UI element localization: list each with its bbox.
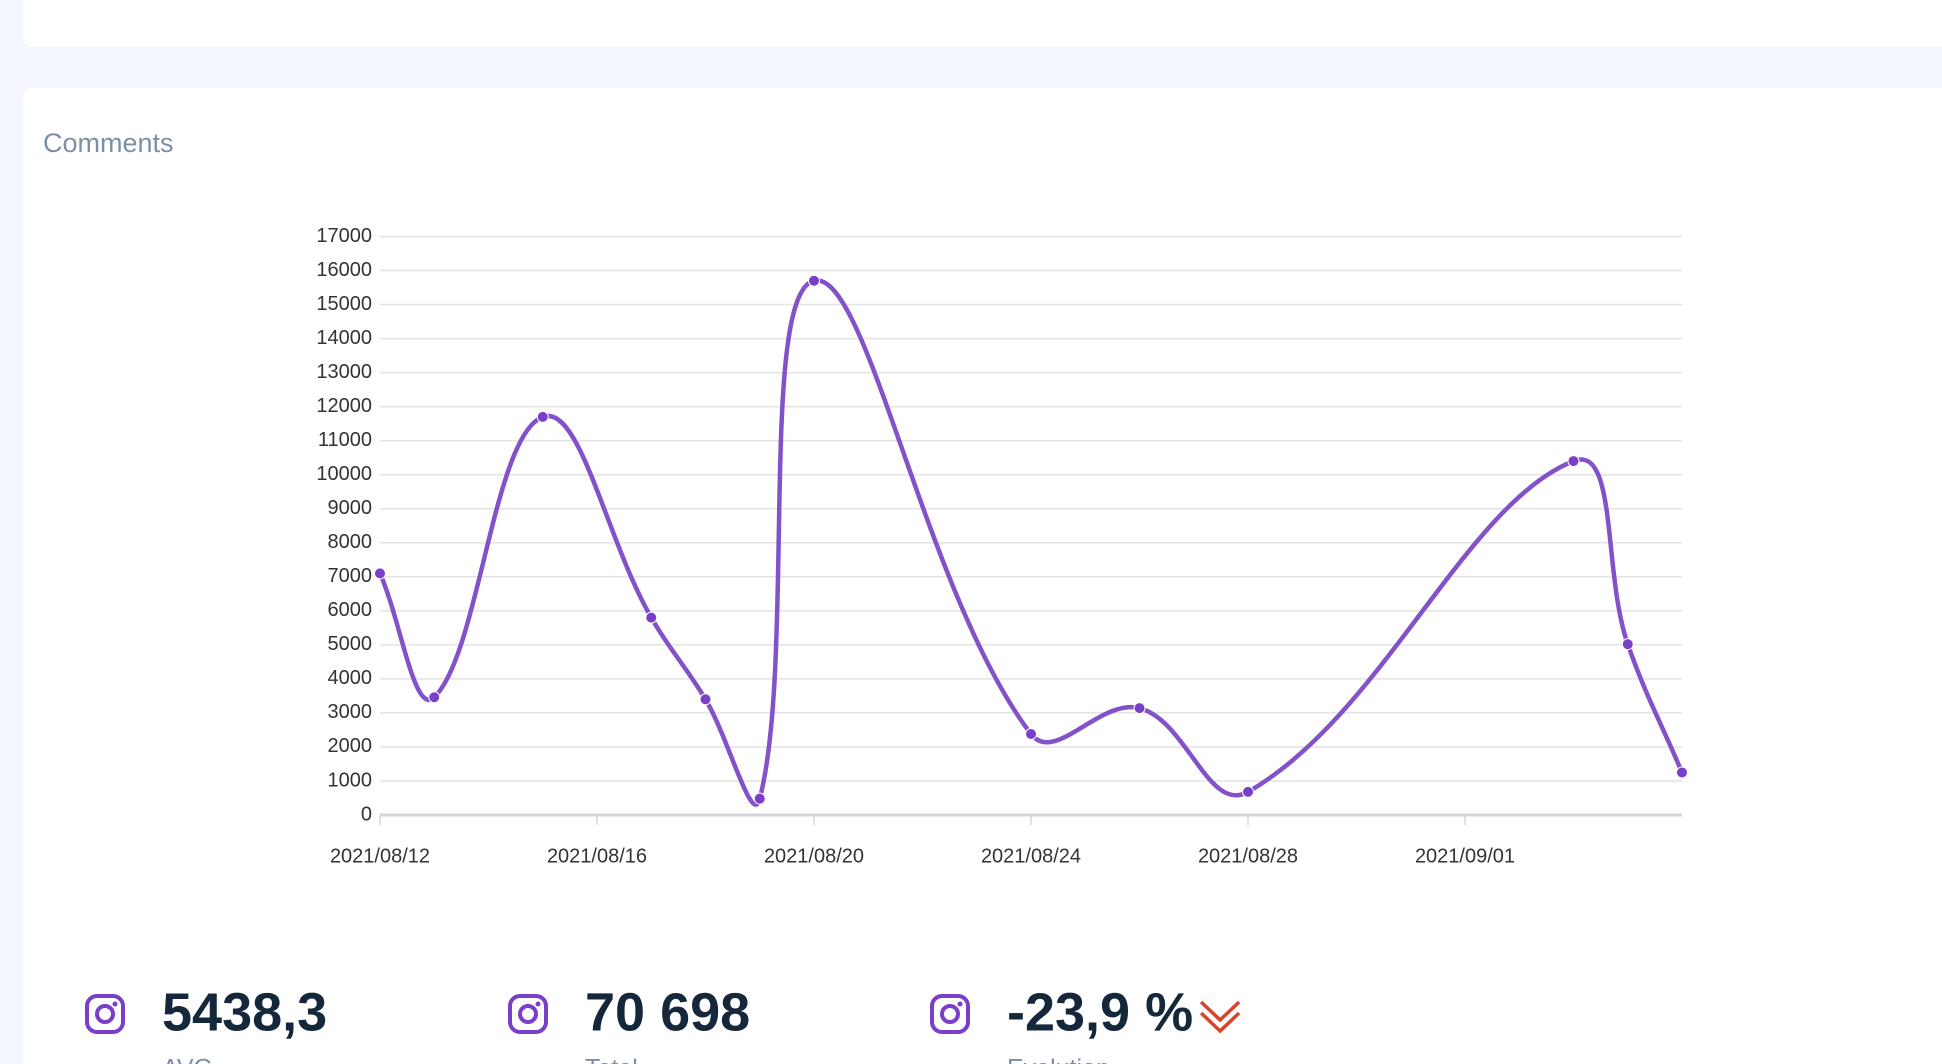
y-tick-label: 7000 [328, 565, 373, 587]
down-chevron [1199, 1000, 1241, 1034]
comments-card [23, 88, 1942, 1064]
y-tick-label: 0 [361, 803, 372, 825]
instagram-icon-lens [95, 1004, 115, 1024]
x-tick-label: 2021/09/01 [1415, 845, 1515, 867]
point [645, 611, 658, 624]
x-tick-label: 2021/08/24 [981, 845, 1081, 867]
point [1025, 728, 1037, 741]
y-tick-label: 10000 [316, 463, 372, 485]
stat-value: 5438,3 [162, 982, 327, 1042]
x-tick-label: 2021/08/28 [1198, 845, 1298, 867]
y-tick-label: 3000 [328, 701, 373, 723]
y-tick-label: 14000 [316, 327, 372, 349]
y-tick-label: 2000 [328, 735, 373, 757]
point [536, 410, 549, 423]
point [1133, 702, 1146, 715]
point [428, 691, 441, 704]
y-tick-label: 12000 [316, 395, 372, 417]
y-tick-label: 15000 [316, 293, 372, 315]
instagram-icon [508, 994, 548, 1034]
instagram-icon-dot [535, 1001, 541, 1007]
y-tick-label: 8000 [328, 531, 373, 553]
point [1567, 455, 1580, 468]
y-tick-label: 4000 [328, 667, 373, 689]
instagram-icon-dot [112, 1001, 118, 1007]
point [699, 693, 712, 706]
point [1621, 638, 1634, 651]
x-tick-label: 2021/08/12 [330, 845, 430, 867]
x-tick-label: 2021/08/16 [547, 845, 647, 867]
y-tick-label: 6000 [328, 599, 373, 621]
y-tick-label: 1000 [328, 769, 373, 791]
card-title: Comments [43, 128, 174, 158]
instagram-icon-lens [940, 1004, 960, 1024]
y-tick-label: 9000 [328, 497, 373, 519]
y-tick-label: 16000 [316, 259, 372, 281]
point [374, 567, 386, 580]
stat-value: 70 698 [585, 982, 750, 1042]
stat-label: AVG [162, 1055, 213, 1064]
stat-label: Evolution [1007, 1055, 1110, 1064]
y-tick-label: 13000 [316, 361, 372, 383]
point [1242, 785, 1254, 798]
instagram-icon-dot [957, 1001, 963, 1007]
instagram-icon [930, 994, 970, 1034]
y-tick-label: 17000 [316, 225, 372, 247]
point [808, 274, 820, 287]
stat-value: -23,9 % [1007, 982, 1193, 1042]
stat-label: Total [585, 1055, 638, 1064]
top-card [23, 0, 1942, 47]
point [753, 792, 766, 805]
y-tick-label: 5000 [328, 633, 373, 655]
y-tick-label: 11000 [318, 429, 372, 451]
instagram-icon-lens [518, 1004, 538, 1024]
instagram-icon [85, 994, 125, 1034]
point [1676, 766, 1688, 779]
x-tick-label: 2021/08/20 [764, 845, 864, 867]
